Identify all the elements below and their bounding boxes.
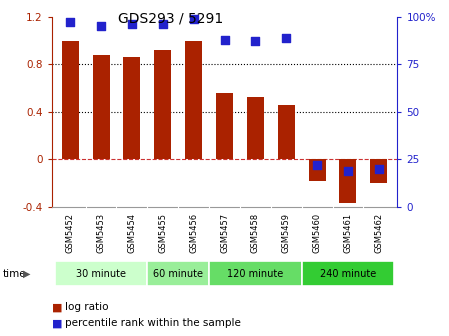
Text: 60 minute: 60 minute bbox=[153, 268, 203, 279]
Text: GSM5461: GSM5461 bbox=[343, 213, 352, 253]
Bar bbox=[147, 261, 209, 286]
Bar bbox=[278, 104, 295, 159]
Text: time: time bbox=[2, 269, 26, 279]
Point bbox=[128, 22, 136, 27]
Text: percentile rank within the sample: percentile rank within the sample bbox=[65, 318, 241, 328]
Text: log ratio: log ratio bbox=[65, 302, 109, 312]
Text: ■: ■ bbox=[52, 302, 62, 312]
Point bbox=[159, 22, 166, 27]
Text: GSM5458: GSM5458 bbox=[251, 213, 260, 253]
Point bbox=[66, 20, 74, 25]
Point bbox=[344, 168, 352, 173]
Text: GSM5457: GSM5457 bbox=[220, 213, 229, 253]
Bar bbox=[62, 41, 79, 159]
Bar bbox=[55, 261, 147, 286]
Text: 120 minute: 120 minute bbox=[227, 268, 283, 279]
Bar bbox=[185, 41, 202, 159]
Point bbox=[97, 24, 105, 29]
Bar bbox=[123, 57, 141, 159]
Point bbox=[221, 37, 228, 42]
Bar bbox=[92, 55, 110, 159]
Bar bbox=[302, 261, 394, 286]
Text: ■: ■ bbox=[52, 318, 62, 328]
Text: GSM5454: GSM5454 bbox=[128, 213, 136, 253]
Text: GSM5455: GSM5455 bbox=[158, 213, 167, 253]
Point bbox=[313, 162, 321, 168]
Bar bbox=[154, 50, 171, 159]
Bar bbox=[308, 159, 326, 180]
Text: GSM5452: GSM5452 bbox=[66, 213, 75, 253]
Text: 30 minute: 30 minute bbox=[76, 268, 126, 279]
Bar bbox=[216, 93, 233, 159]
Bar bbox=[209, 261, 302, 286]
Bar bbox=[247, 97, 264, 159]
Text: GSM5456: GSM5456 bbox=[189, 213, 198, 253]
Text: GSM5462: GSM5462 bbox=[374, 213, 383, 253]
Text: GDS293 / 5291: GDS293 / 5291 bbox=[118, 12, 223, 26]
Point bbox=[375, 166, 383, 171]
Text: GSM5460: GSM5460 bbox=[313, 213, 321, 253]
Bar bbox=[370, 159, 387, 183]
Text: GSM5453: GSM5453 bbox=[97, 213, 106, 253]
Text: ▶: ▶ bbox=[23, 269, 31, 279]
Point bbox=[252, 39, 259, 44]
Point bbox=[190, 16, 197, 22]
Bar bbox=[339, 159, 357, 203]
Point bbox=[283, 35, 290, 40]
Text: 240 minute: 240 minute bbox=[320, 268, 376, 279]
Text: GSM5459: GSM5459 bbox=[282, 213, 291, 253]
